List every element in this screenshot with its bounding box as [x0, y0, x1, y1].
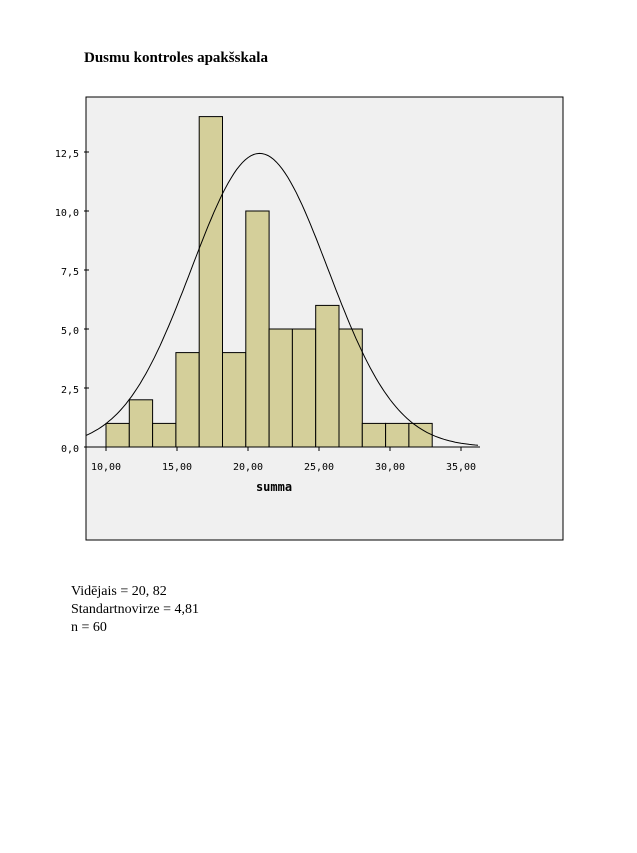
x-tick-label: 20,00 [233, 462, 263, 473]
x-axis-title: summa [256, 480, 292, 494]
x-tick-label: 15,00 [162, 462, 192, 473]
stat-n: n = 60 [71, 620, 107, 635]
histogram-bar [128, 399, 154, 448]
histogram-bar [152, 422, 177, 448]
x-tick-label: 30,00 [375, 462, 405, 473]
histogram-bar [338, 328, 363, 448]
stats-block: Vidējais = 20, 82 Standartnovirze = 4,81… [71, 583, 199, 637]
x-tick-label: 25,00 [304, 462, 334, 473]
y-tick-label: 10,0 [55, 208, 79, 219]
histogram-bar [222, 352, 247, 448]
y-tick-label: 2,5 [61, 385, 79, 396]
histogram-bar [198, 116, 223, 448]
y-tick-label: 12,5 [55, 149, 79, 160]
histogram-bar [315, 304, 340, 448]
histogram-bar [245, 210, 270, 448]
y-tick-label: 5,0 [61, 326, 79, 337]
stat-mean: Vidējais = 20, 82 [71, 584, 167, 599]
histogram-bar [175, 352, 200, 448]
histogram-bar [408, 422, 433, 448]
histogram-bars [105, 116, 433, 448]
histogram-bar [105, 422, 130, 448]
x-tick-label: 10,00 [91, 462, 121, 473]
y-tick-label: 0,0 [61, 444, 79, 455]
y-tick-label: 7,5 [61, 267, 79, 278]
histogram-bar [268, 328, 293, 448]
histogram-bar [385, 422, 410, 448]
histogram-bar [361, 422, 387, 448]
axes: 0,0 2,5 5,0 7,5 10,0 12,5 10,00 15,00 20,00 25,00… [55, 149, 480, 473]
stat-sd: Standartnovirze = 4,81 [71, 602, 200, 617]
chart-title: Dusmu kontroles apakšskala [84, 50, 268, 66]
x-tick-label: 35,00 [446, 462, 476, 473]
normal-curve [85, 152, 479, 446]
histogram-bar [291, 328, 317, 448]
